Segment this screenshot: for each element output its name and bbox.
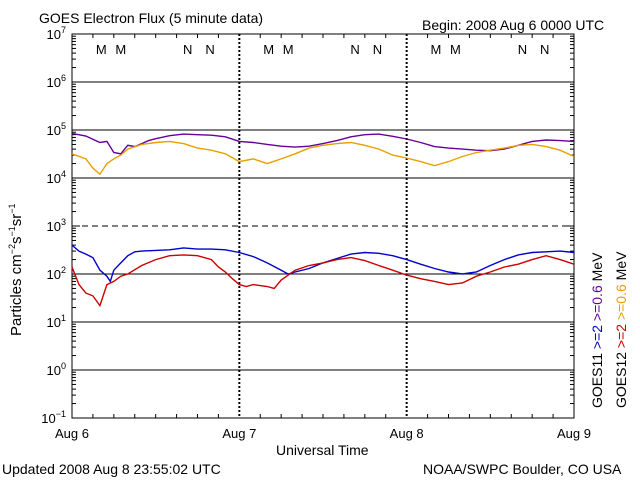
marker-n: N [183,42,192,57]
x-tick-label: Aug 6 [55,426,89,441]
marker-n: N [540,42,549,57]
updated-text: Updated 2008 Aug 8 23:55:02 UTC [2,461,221,477]
y-tick-label: 102 [47,265,66,282]
y-tick-label: 107 [47,25,66,42]
marker-m: M [263,42,274,57]
begin-date: Begin: 2008 Aug 6 0000 UTC [422,17,605,33]
marker-m: M [96,42,107,57]
y-axis-label: Particles cm−2s−1sr−1 [7,204,25,336]
y-tick-label: 100 [47,361,66,378]
y-tick-label: 104 [47,169,66,186]
x-tick-label: Aug 7 [222,426,256,441]
series-line [71,254,575,308]
marker-m: M [115,42,126,57]
marker-n: N [350,42,359,57]
legend-goes11: GOES11 >=2 >=0.6 MeV [589,252,605,408]
marker-n: N [373,42,382,57]
marker-m: M [431,42,442,57]
marker-m: M [450,42,461,57]
series-line [71,244,575,284]
marker-n: N [518,42,527,57]
y-tick-label: 105 [47,121,66,138]
chart-title: GOES Electron Flux (5 minute data) [39,10,264,26]
series-line [71,140,575,176]
x-axis-label: Universal Time [276,442,369,458]
marker-n: N [205,42,214,57]
y-tick-label: 103 [47,217,66,234]
x-tick-label: Aug 8 [390,426,424,441]
series-line [71,132,575,155]
source-credit: NOAA/SWPC Boulder, CO USA [423,461,622,477]
marker-m: M [283,42,294,57]
legend-goes12: GOES12 >=2 >=0.6 MeV [613,251,629,408]
y-tick-label: 10−1 [41,409,66,426]
y-tick-label: 101 [47,313,66,330]
x-tick-label: Aug 9 [557,426,591,441]
y-tick-label: 106 [47,73,66,90]
